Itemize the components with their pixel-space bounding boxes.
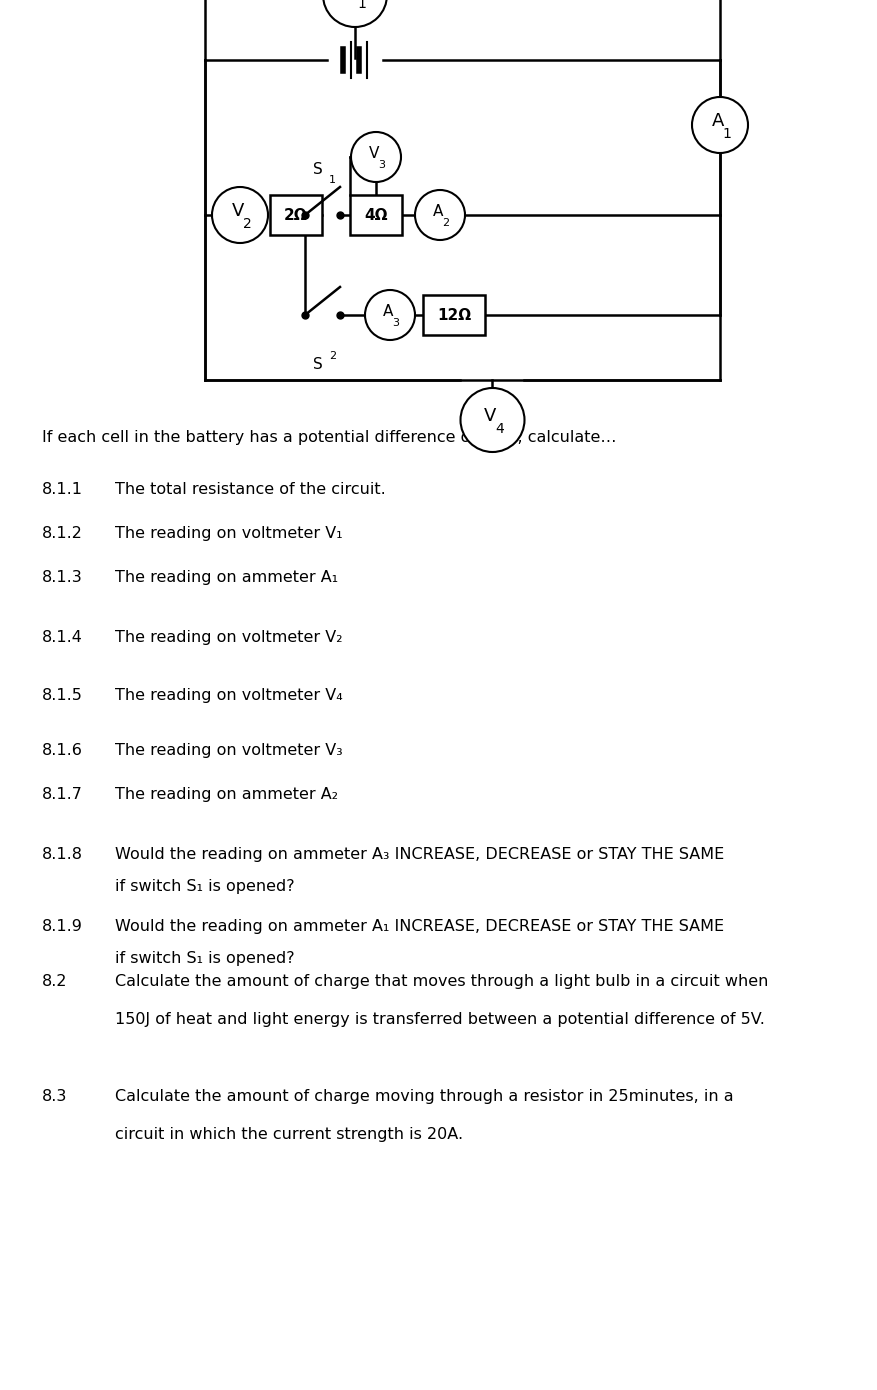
Text: 2: 2 (329, 352, 336, 361)
Circle shape (323, 0, 387, 26)
Text: Would the reading on ammeter A₁ INCREASE, DECREASE or STAY THE SAME: Would the reading on ammeter A₁ INCREASE… (115, 919, 724, 934)
Text: 8.1.3: 8.1.3 (42, 570, 82, 585)
Text: 8.1.8: 8.1.8 (42, 847, 83, 862)
Text: if switch S₁ is opened?: if switch S₁ is opened? (115, 878, 295, 894)
Text: The reading on voltmeter V₂: The reading on voltmeter V₂ (115, 630, 342, 645)
Text: The reading on voltmeter V₄: The reading on voltmeter V₄ (115, 688, 342, 703)
Text: 2: 2 (243, 217, 251, 231)
Text: 4: 4 (495, 423, 503, 436)
Text: 150J of heat and light energy is transferred between a potential difference of 5: 150J of heat and light energy is transfe… (115, 1012, 764, 1027)
Text: 8.2: 8.2 (42, 974, 68, 990)
Text: 2: 2 (442, 218, 449, 228)
Text: A: A (382, 303, 393, 318)
Text: 3: 3 (392, 318, 399, 328)
Text: S: S (312, 163, 323, 177)
Text: Calculate the amount of charge moving through a resistor in 25minutes, in a: Calculate the amount of charge moving th… (115, 1088, 733, 1104)
Text: The total resistance of the circuit.: The total resistance of the circuit. (115, 482, 385, 498)
Text: 8.1.7: 8.1.7 (42, 787, 82, 802)
Text: The reading on voltmeter V₃: The reading on voltmeter V₃ (115, 744, 342, 758)
Text: 2Ω: 2Ω (284, 207, 308, 222)
Text: V: V (368, 146, 379, 160)
Text: V: V (232, 202, 244, 220)
Circle shape (365, 291, 415, 341)
Text: 8.3: 8.3 (42, 1088, 68, 1104)
Circle shape (691, 97, 747, 153)
Text: 12Ω: 12Ω (437, 307, 471, 322)
Text: Calculate the amount of charge that moves through a light bulb in a circuit when: Calculate the amount of charge that move… (115, 974, 767, 990)
Text: 1: 1 (722, 126, 731, 142)
Text: A: A (711, 113, 724, 131)
Text: The reading on voltmeter V₁: The reading on voltmeter V₁ (115, 525, 342, 541)
Text: Would the reading on ammeter A₃ INCREASE, DECREASE or STAY THE SAME: Would the reading on ammeter A₃ INCREASE… (115, 847, 724, 862)
Bar (423, 295, 484, 335)
Text: 8.1.2: 8.1.2 (42, 525, 82, 541)
Text: The reading on ammeter A₂: The reading on ammeter A₂ (115, 787, 338, 802)
Text: 8.1.6: 8.1.6 (42, 744, 82, 758)
Text: V: V (484, 407, 496, 425)
Text: 8.1.4: 8.1.4 (42, 630, 82, 645)
Text: S: S (312, 357, 323, 373)
Text: 4Ω: 4Ω (364, 207, 388, 222)
Bar (350, 195, 402, 235)
Text: 3: 3 (378, 160, 385, 170)
Text: 8.1.9: 8.1.9 (42, 919, 82, 934)
Circle shape (415, 190, 465, 240)
Circle shape (351, 132, 401, 182)
Text: 1: 1 (357, 0, 367, 11)
Text: If each cell in the battery has a potential difference of 2.5V, calculate…: If each cell in the battery has a potent… (42, 430, 616, 445)
Circle shape (211, 188, 267, 243)
Text: A: A (432, 203, 443, 218)
Bar (270, 195, 322, 235)
Text: circuit in which the current strength is 20A.: circuit in which the current strength is… (115, 1127, 462, 1143)
Text: 1: 1 (329, 175, 336, 185)
Text: if switch S₁ is opened?: if switch S₁ is opened? (115, 951, 295, 966)
Circle shape (460, 388, 524, 452)
Text: 8.1.5: 8.1.5 (42, 688, 82, 703)
Text: 8.1.1: 8.1.1 (42, 482, 83, 498)
Text: The reading on ammeter A₁: The reading on ammeter A₁ (115, 570, 338, 585)
